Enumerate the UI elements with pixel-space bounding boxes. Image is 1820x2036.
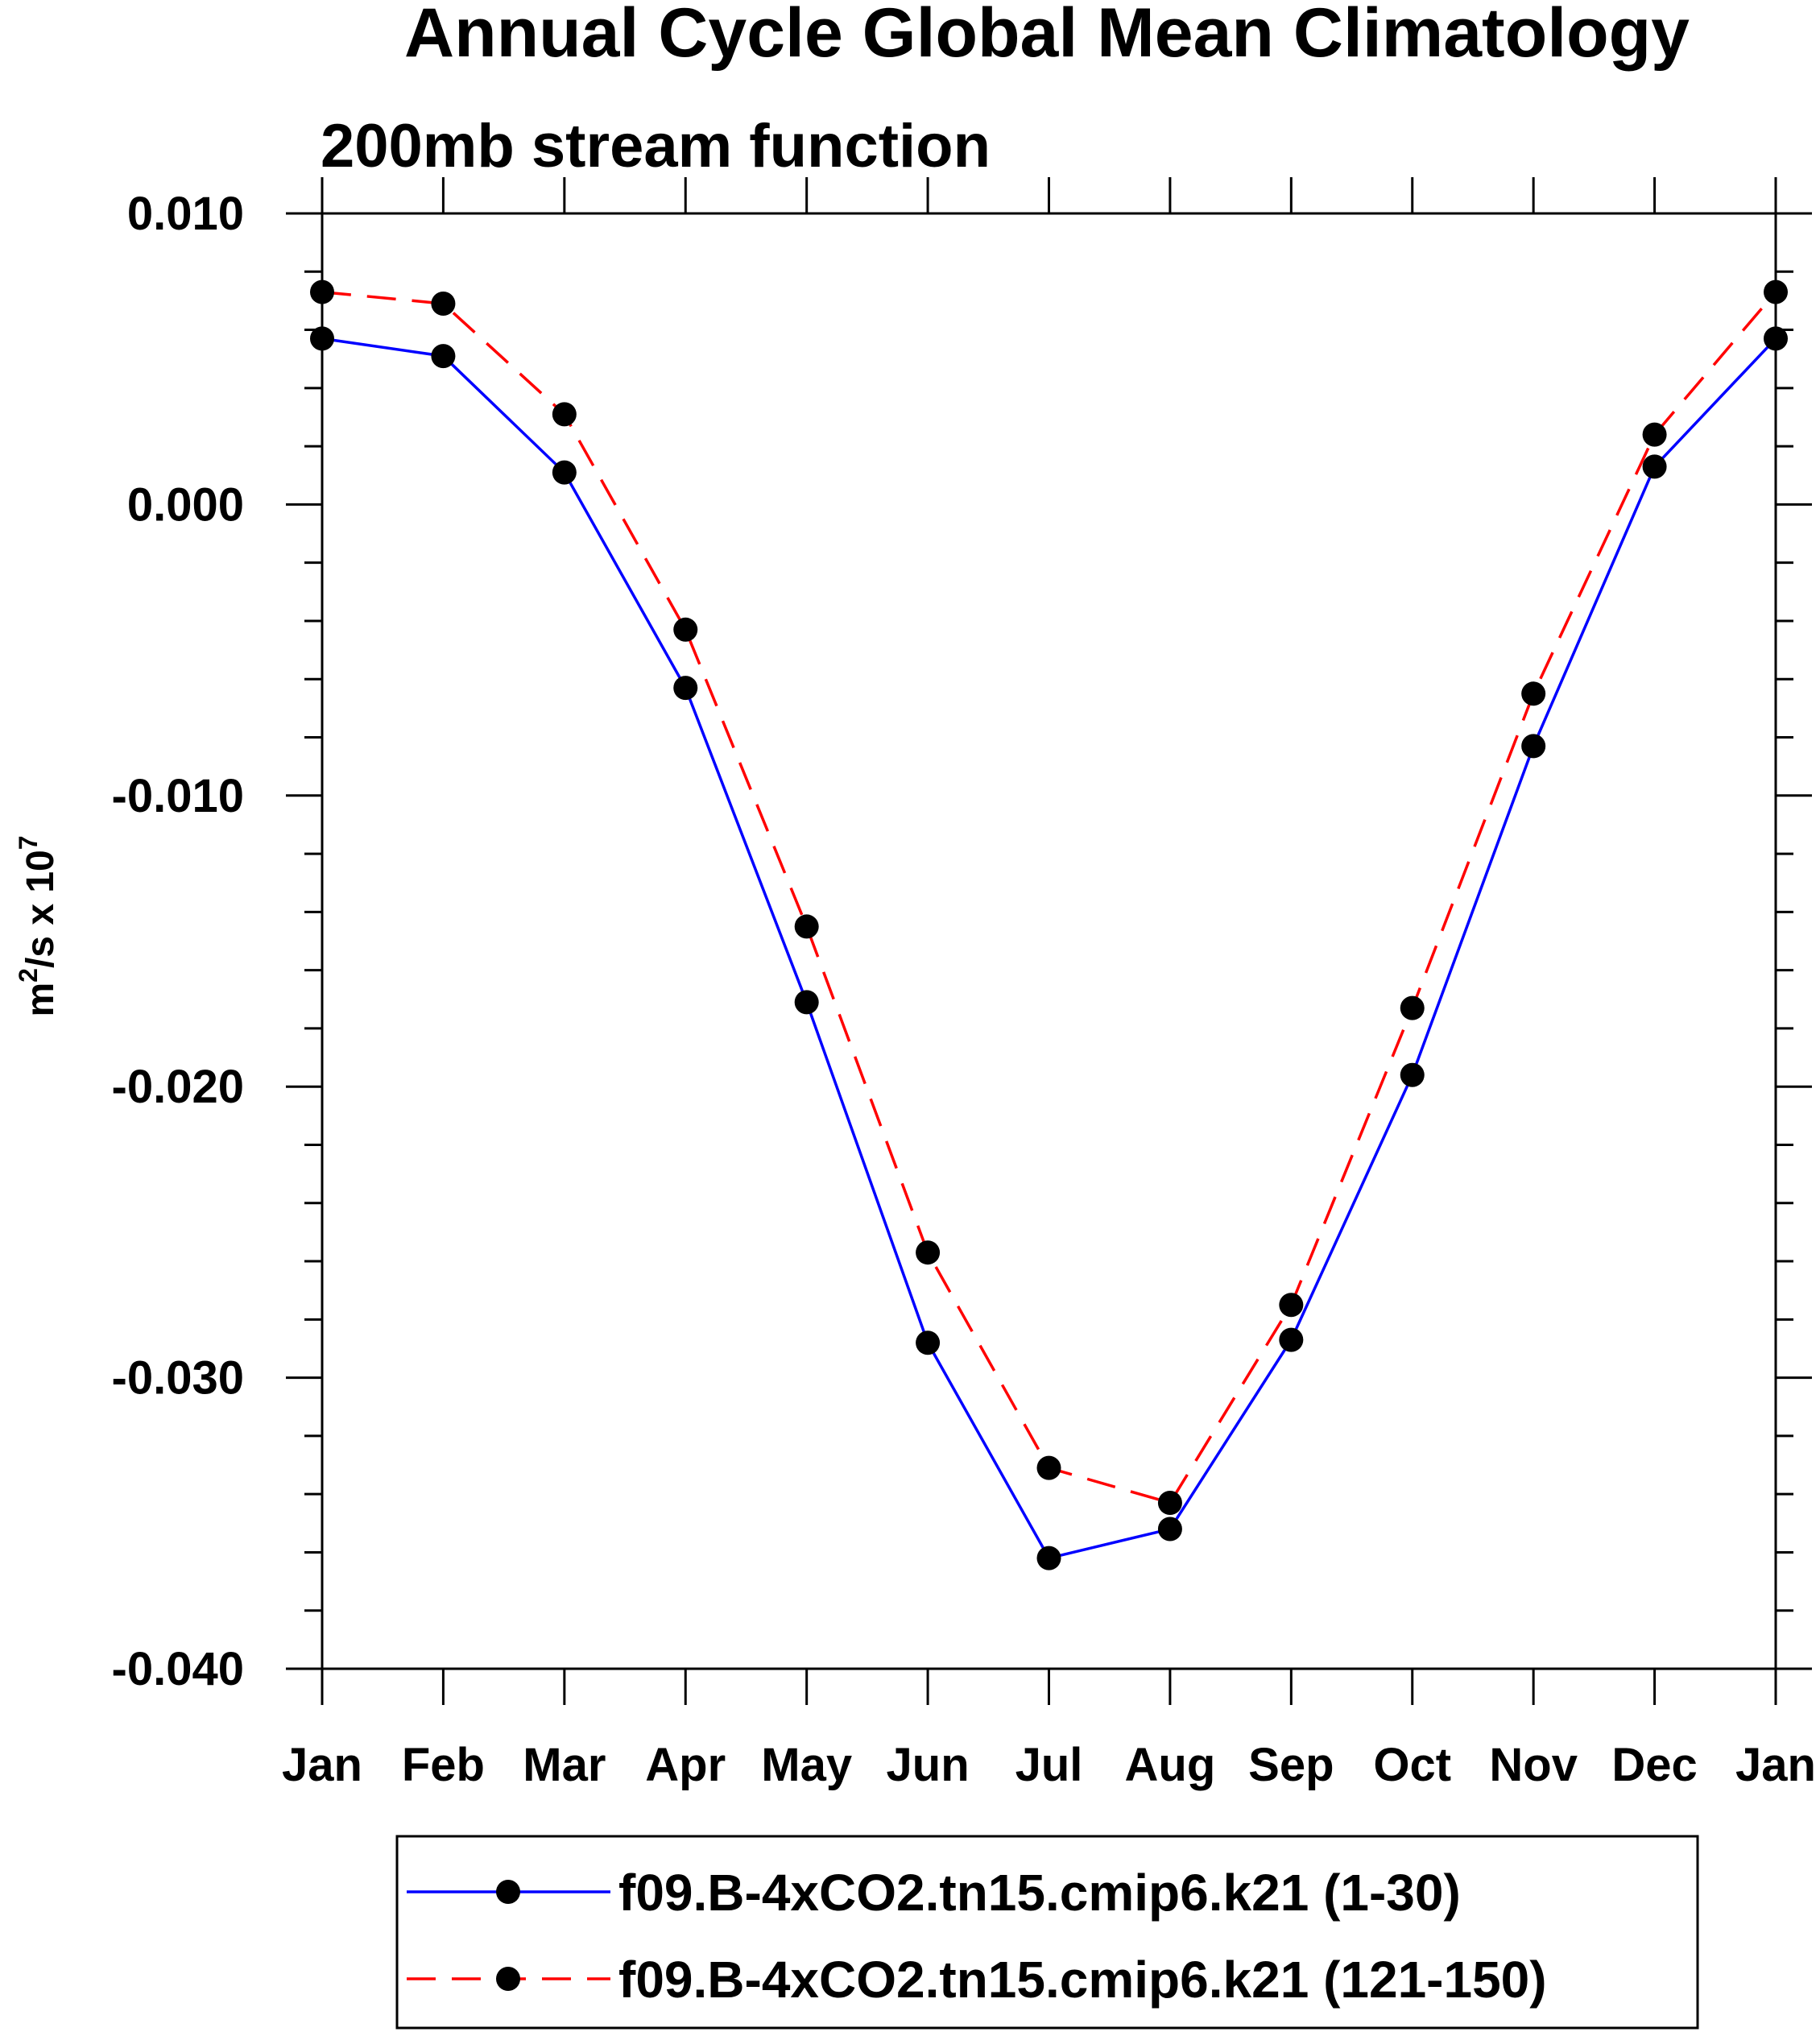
legend-marker-2 [496, 1967, 520, 1991]
series-2-point [552, 402, 577, 427]
x-tick-label: Aug [1125, 1739, 1216, 1791]
series-2-point [1521, 681, 1546, 706]
series-2-point [1157, 1491, 1182, 1516]
series-1-point [552, 460, 577, 485]
series-1-point [1036, 1546, 1061, 1570]
series-1-point [1400, 1062, 1425, 1087]
legend-marker-1 [496, 1880, 520, 1904]
y-axis-label-exponent-7: 7 [14, 835, 43, 850]
series-2-point [794, 914, 819, 939]
y-axis-label-unit: m [19, 983, 62, 1017]
y-tick-label: 0.010 [127, 188, 244, 240]
series-2-point [431, 292, 456, 317]
y-tick-label: -0.020 [112, 1061, 244, 1113]
x-tick-label: May [761, 1739, 852, 1791]
series-2-point [310, 279, 334, 304]
x-tick-label: Oct [1373, 1739, 1451, 1791]
x-tick-label: Mar [523, 1739, 606, 1791]
x-tick-label: Jun [887, 1739, 970, 1791]
x-axis: Jan Feb Mar Apr May Jun Jul Aug Sep Oct Nov Dec Jan [282, 177, 1816, 1791]
legend-box [395, 1835, 1699, 2030]
legend-label-2: f09.B-4xCO2.tn15.cmip6.k21 (121-150) [618, 1951, 1547, 2009]
y-tick-label: -0.030 [112, 1352, 244, 1405]
y-axis-label: m2/s x 107 [14, 835, 62, 1016]
y-tick-label: -0.010 [112, 770, 244, 822]
series-2-point [916, 1240, 941, 1265]
series-2-point [1279, 1293, 1304, 1318]
x-tick-label: Sep [1248, 1739, 1334, 1791]
series-2-point [1400, 995, 1425, 1020]
chart-subtitle: 200mb stream function [321, 112, 991, 180]
x-tick-label: Dec [1611, 1739, 1697, 1791]
legend-label-1: f09.B-4xCO2.tn15.cmip6.k21 (1-30) [618, 1864, 1461, 1922]
series-2-point [1764, 279, 1788, 304]
x-tick-label: Jan [1735, 1739, 1816, 1791]
series-2-point [1036, 1455, 1061, 1480]
y-tick-label: 0.000 [127, 478, 244, 531]
series-1-point [431, 344, 456, 369]
series-1-point [1764, 326, 1788, 351]
series-1-point [673, 676, 698, 701]
legend: f09.B-4xCO2.tn15.cmip6.k21 (1-30) f09.B-4… [395, 1835, 1699, 2030]
x-tick-label: Nov [1489, 1739, 1578, 1791]
series-line-1 [321, 337, 1777, 1560]
series-line-2 [321, 290, 1777, 1505]
x-tick-label: Apr [645, 1739, 726, 1791]
series-1-point [1521, 734, 1546, 759]
series-1-point [310, 326, 334, 351]
series-2-point [673, 617, 698, 642]
series-1-point [1642, 454, 1667, 479]
y-axis-label-scale: /s x 10 [19, 850, 62, 968]
series-1-point [794, 990, 819, 1015]
series-1-point [1279, 1327, 1304, 1352]
series-layer [310, 279, 1788, 1570]
series-1-point [916, 1330, 941, 1355]
series-2-point [1642, 422, 1667, 447]
x-tick-label: Feb [402, 1739, 485, 1791]
x-tick-label: Jul [1015, 1739, 1083, 1791]
x-tick-label: Jan [282, 1739, 362, 1791]
y-axis: 0.010 0.000 -0.010 -0.020 -0.030 -0.040 [112, 188, 1812, 1695]
y-tick-label: -0.040 [112, 1643, 244, 1695]
plot-border [321, 212, 1777, 1670]
series-1-point [1157, 1517, 1182, 1541]
plot-frame [321, 212, 1777, 1670]
chart-title: Annual Cycle Global Mean Climatology [404, 0, 1690, 72]
y-axis-label-exponent-2: 2 [14, 968, 43, 983]
